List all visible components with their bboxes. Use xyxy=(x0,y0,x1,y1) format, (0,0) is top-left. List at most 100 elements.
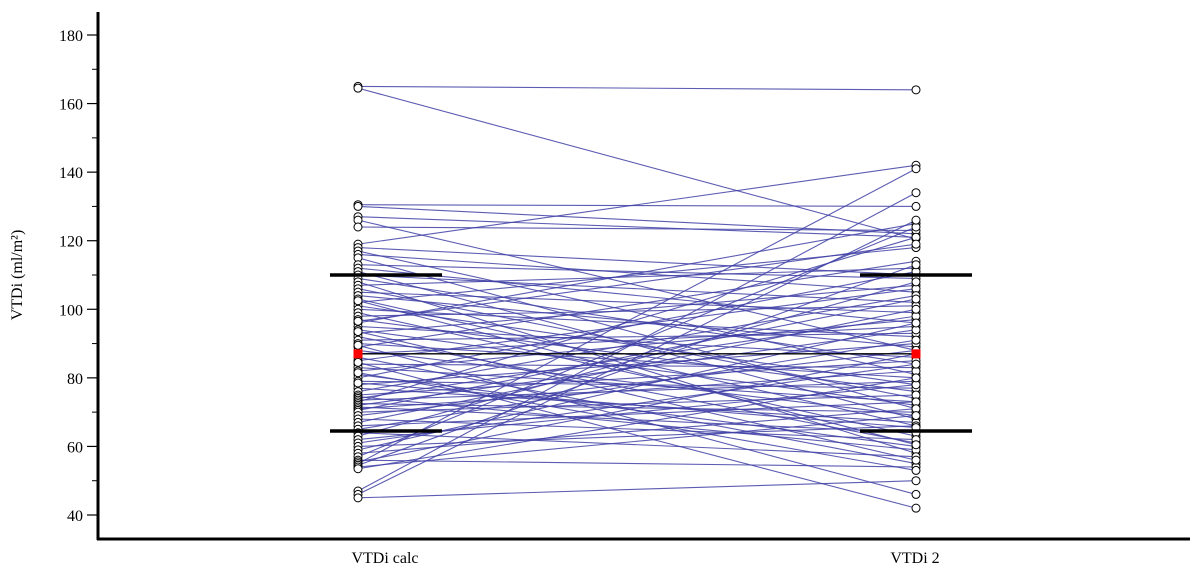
y-tick-label: 80 xyxy=(67,371,83,388)
point-vtdi-2 xyxy=(911,476,921,486)
y-tick-label: 140 xyxy=(59,165,83,182)
pair-line xyxy=(357,219,917,495)
pair-line xyxy=(357,192,917,492)
point-vtdi-2 xyxy=(911,85,921,95)
point-vtdi-2 xyxy=(911,318,921,328)
x-tick-label-0: VTDi calc xyxy=(351,550,418,567)
pair-line xyxy=(357,322,917,451)
mean-marker xyxy=(911,349,921,359)
data-points xyxy=(353,81,921,513)
pair-line xyxy=(357,459,917,468)
pair-line xyxy=(357,363,917,444)
pair-line xyxy=(357,332,917,341)
pair-line xyxy=(357,281,917,437)
point-vtdi-calc xyxy=(353,378,363,388)
pair-line xyxy=(357,164,917,245)
pair-line xyxy=(357,260,917,348)
y-tick-label: 120 xyxy=(59,234,83,251)
point-vtdi-2 xyxy=(911,411,921,421)
pair-line xyxy=(357,257,917,410)
pair-line xyxy=(357,312,917,437)
pair-line xyxy=(357,295,917,348)
pair-line xyxy=(357,300,917,446)
point-vtdi-2 xyxy=(911,294,921,304)
pair-line xyxy=(357,247,917,276)
pair-line xyxy=(357,432,917,458)
point-vtdi-2 xyxy=(911,503,921,513)
pair-line xyxy=(357,380,917,401)
pair-line xyxy=(357,401,917,427)
y-tick-label: 60 xyxy=(67,439,83,456)
pair-line xyxy=(357,298,917,411)
pair-line xyxy=(357,271,917,379)
summary-markers xyxy=(330,273,972,433)
pair-line xyxy=(357,264,917,279)
pair-line xyxy=(357,382,917,429)
pair-line xyxy=(357,267,917,286)
point-vtdi-2 xyxy=(911,164,921,174)
point-vtdi-2 xyxy=(911,455,921,465)
point-vtdi-2 xyxy=(911,440,921,450)
pair-line xyxy=(357,219,917,351)
point-vtdi-2 xyxy=(911,277,921,287)
point-vtdi-2 xyxy=(911,260,921,270)
pair-line xyxy=(357,264,917,466)
point-vtdi-calc xyxy=(353,340,363,350)
point-vtdi-2 xyxy=(911,239,921,249)
point-vtdi-2 xyxy=(911,489,921,499)
pair-line xyxy=(357,243,917,322)
point-vtdi-calc xyxy=(353,327,363,337)
point-vtdi-calc xyxy=(353,296,363,306)
pair-line xyxy=(357,308,917,338)
pair-line xyxy=(357,353,917,463)
pair-line xyxy=(357,291,917,314)
pair-line xyxy=(357,377,917,470)
point-vtdi-calc xyxy=(353,493,363,503)
pair-line xyxy=(357,319,917,372)
pair-line xyxy=(357,274,917,303)
pair-line xyxy=(357,349,917,417)
pair-line xyxy=(357,204,917,207)
pair-line xyxy=(357,415,917,468)
pair-line xyxy=(357,331,917,461)
pair-line xyxy=(357,325,917,355)
y-tick-label: 40 xyxy=(67,508,83,525)
pair-line xyxy=(357,226,917,231)
mean-marker xyxy=(353,349,363,359)
pair-line xyxy=(357,343,917,386)
pair-line xyxy=(357,344,917,495)
x-tick-label-1: VTDi 2 xyxy=(890,550,939,567)
point-vtdi-calc xyxy=(353,201,363,211)
point-vtdi-2 xyxy=(911,201,921,211)
point-vtdi-calc xyxy=(353,368,363,378)
pair-lines xyxy=(357,85,917,509)
pair-line xyxy=(357,295,917,393)
pair-line xyxy=(357,372,917,471)
pair-line xyxy=(357,168,917,465)
point-vtdi-2 xyxy=(911,215,921,225)
point-vtdi-2 xyxy=(911,188,921,198)
point-vtdi-2 xyxy=(911,335,921,345)
point-vtdi-calc xyxy=(353,357,363,367)
pair-line xyxy=(357,408,917,454)
pair-line xyxy=(357,223,917,324)
y-tick-label: 160 xyxy=(59,97,83,114)
point-vtdi-2 xyxy=(911,373,921,383)
pair-line xyxy=(357,361,917,509)
pair-line xyxy=(357,284,917,334)
pair-line xyxy=(357,87,917,240)
pair-line xyxy=(357,384,917,441)
point-vtdi-calc xyxy=(353,316,363,326)
point-vtdi-2 xyxy=(911,304,921,314)
y-tick-label: 100 xyxy=(59,302,83,319)
point-vtdi-calc xyxy=(353,222,363,232)
y-tick-label: 180 xyxy=(59,28,83,45)
point-vtdi-calc xyxy=(353,464,363,474)
point-vtdi-calc xyxy=(353,83,363,93)
pair-line xyxy=(357,425,917,447)
y-axis-title: VTDi (ml/m²) xyxy=(9,230,26,321)
pair-line xyxy=(357,418,917,441)
pair-line xyxy=(357,329,917,406)
y-axis-ticks: 40 60 80 100 120 140 160 180 xyxy=(59,28,98,525)
